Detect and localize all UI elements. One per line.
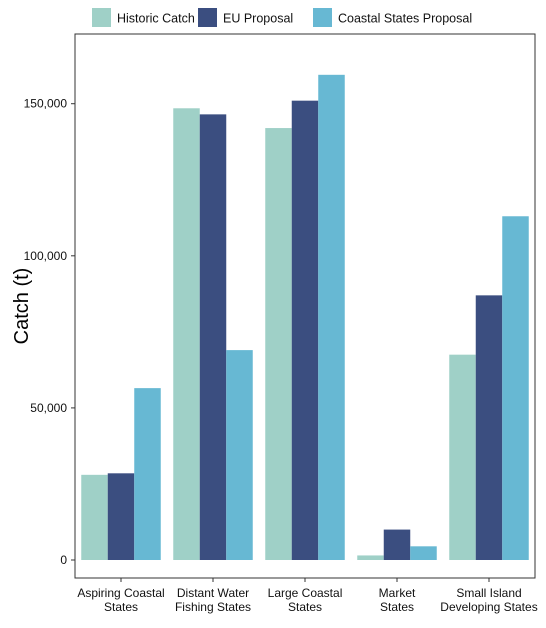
bar-series-1-category-3 [265,128,292,561]
bars [81,74,529,561]
bar-series-3-category-4 [410,546,437,560]
bar-series-2-category-1 [107,473,135,560]
legend-key [92,8,111,27]
y-tick-label: 150,000 [24,97,68,111]
bar-series-1-category-1 [81,474,108,560]
legend-label: EU Proposal [223,12,293,26]
bar-series-3-category-5 [502,216,529,560]
bar-series-1-category-2 [173,108,200,560]
bar-series-3-category-1 [134,388,161,560]
y-axis: 0 50,000 100,000 150,000 [24,97,75,567]
x-tick-label: Aspiring Coastal States [77,586,164,614]
bar-series-1-category-5 [449,354,476,560]
legend-key [313,8,332,27]
bar-series-2-category-5 [475,295,503,560]
legend-key [198,8,217,27]
legend-label: Historic Catch [117,12,195,26]
y-tick-label: 0 [60,553,67,567]
x-tick-label: Market States [379,586,416,614]
y-tick-label: 50,000 [30,401,67,415]
bar-series-3-category-3 [318,74,345,560]
x-tick-label: Large Coastal States [268,586,343,614]
bar-series-2-category-3 [291,100,319,561]
bar-series-3-category-2 [226,350,253,560]
bar-series-2-category-4 [383,529,411,560]
y-tick-label: 100,000 [24,249,68,263]
bar-series-1-category-4 [357,555,384,560]
bar-series-2-category-2 [199,114,227,561]
x-tick-label: Distant Water Fishing States [175,586,251,614]
legend: Historic Catch EU Proposal Coastal States … [92,8,472,27]
y-axis-title: Catch (t) [11,268,33,345]
legend-label: Coastal States Proposal [338,12,472,26]
x-tick-label: Small Island Developing States [440,586,537,614]
x-axis: Aspiring Coastal States Distant Water Fishi… [77,578,538,614]
